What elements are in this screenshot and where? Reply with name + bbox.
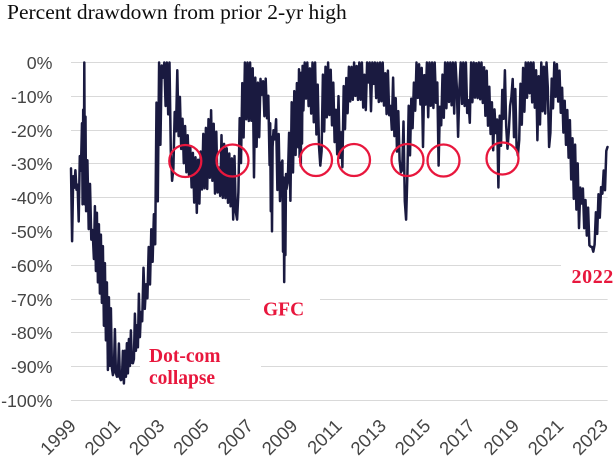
svg-text:-80%: -80% xyxy=(11,323,53,343)
svg-text:Percent drawdown from prior 2-: Percent drawdown from prior 2-yr high xyxy=(7,0,347,24)
svg-text:2017: 2017 xyxy=(435,415,479,459)
svg-text:2011: 2011 xyxy=(303,415,346,458)
svg-text:2003: 2003 xyxy=(125,415,169,459)
svg-text:-20%: -20% xyxy=(11,121,53,141)
svg-text:2005: 2005 xyxy=(169,415,213,459)
svg-text:-90%: -90% xyxy=(11,357,53,377)
svg-text:Dot-com: Dot-com xyxy=(149,346,220,367)
svg-text:-30%: -30% xyxy=(11,154,53,174)
svg-text:2019: 2019 xyxy=(479,415,523,459)
svg-text:2023: 2023 xyxy=(568,415,612,459)
svg-text:-50%: -50% xyxy=(11,222,53,242)
svg-text:-10%: -10% xyxy=(11,87,53,107)
svg-text:-40%: -40% xyxy=(11,188,53,208)
svg-text:2009: 2009 xyxy=(257,415,301,459)
svg-text:collapse: collapse xyxy=(149,368,215,389)
svg-text:2022: 2022 xyxy=(572,266,614,288)
svg-text:2015: 2015 xyxy=(390,415,434,459)
svg-text:2013: 2013 xyxy=(346,415,390,459)
svg-text:2021: 2021 xyxy=(523,415,567,459)
svg-text:-70%: -70% xyxy=(11,290,53,310)
svg-text:2007: 2007 xyxy=(213,415,257,459)
svg-text:2001: 2001 xyxy=(80,415,124,459)
svg-text:1999: 1999 xyxy=(36,415,80,459)
svg-text:0%: 0% xyxy=(27,53,53,73)
svg-text:GFC: GFC xyxy=(263,300,304,321)
svg-text:-100%: -100% xyxy=(1,391,53,411)
svg-text:-60%: -60% xyxy=(11,256,53,276)
